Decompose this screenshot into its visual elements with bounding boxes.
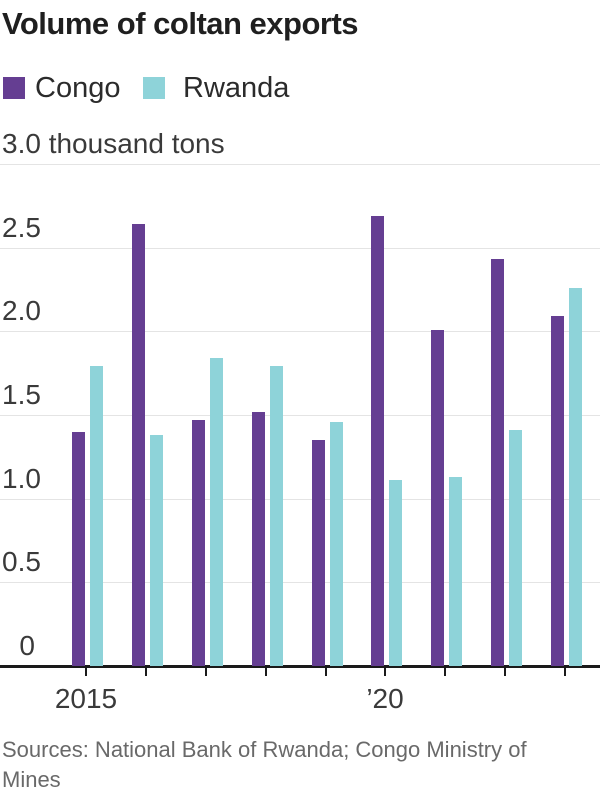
bar-congo-2023 bbox=[551, 316, 564, 666]
y-tick-label: 1.5 bbox=[2, 379, 41, 410]
x-axis-tick-2021 bbox=[444, 666, 446, 676]
x-tick-label-2015: 2015 bbox=[54, 683, 118, 714]
bar-rwanda-2018 bbox=[270, 366, 283, 666]
y-axis-unit-label: 3.0 thousand tons bbox=[2, 128, 225, 159]
bar-congo-2015 bbox=[72, 432, 85, 666]
y-tick-label: 0 bbox=[19, 630, 35, 661]
x-axis-tick-2016 bbox=[145, 666, 147, 676]
bar-rwanda-2021 bbox=[449, 477, 462, 666]
gridline bbox=[0, 331, 600, 332]
chart-title: Volume of coltan exports bbox=[2, 6, 359, 41]
y-tick-label: 1.0 bbox=[2, 463, 41, 494]
y-tick-label: 2.5 bbox=[2, 212, 41, 243]
y-tick-label: 0.5 bbox=[2, 546, 41, 577]
legend-label-congo: Congo bbox=[35, 72, 121, 104]
x-tick-label-2020: ’20 bbox=[366, 683, 404, 714]
bar-rwanda-2015 bbox=[90, 366, 103, 666]
x-axis-tick-2022 bbox=[504, 666, 506, 676]
bar-congo-2019 bbox=[312, 440, 325, 666]
legend-swatch-congo bbox=[3, 77, 25, 99]
x-axis-tick-2018 bbox=[265, 666, 267, 676]
bar-congo-2017 bbox=[192, 420, 205, 666]
x-axis-tick-2019 bbox=[325, 666, 327, 676]
bar-congo-2016 bbox=[132, 224, 145, 666]
bar-rwanda-2019 bbox=[330, 422, 343, 666]
bar-rwanda-2016 bbox=[150, 435, 163, 666]
bar-rwanda-2023 bbox=[569, 288, 582, 666]
gridline bbox=[0, 582, 600, 583]
bar-congo-2018 bbox=[252, 412, 265, 666]
x-axis-tick-2015 bbox=[85, 666, 87, 676]
bar-rwanda-2022 bbox=[509, 430, 522, 666]
legend-swatch-rwanda bbox=[143, 77, 165, 99]
y-tick-label: 2.0 bbox=[2, 295, 41, 326]
x-axis-tick-2020 bbox=[384, 666, 386, 676]
gridline bbox=[0, 415, 600, 416]
gridline bbox=[0, 499, 600, 500]
bar-rwanda-2017 bbox=[210, 358, 223, 666]
bar-congo-2021 bbox=[431, 330, 444, 666]
gridline-top bbox=[0, 164, 600, 165]
x-axis-tick-2017 bbox=[205, 666, 207, 676]
bar-congo-2022 bbox=[491, 259, 504, 666]
bar-rwanda-2020 bbox=[389, 480, 402, 666]
legend-label-rwanda: Rwanda bbox=[183, 72, 290, 104]
x-axis-line bbox=[0, 665, 600, 668]
gridline bbox=[0, 248, 600, 249]
x-axis-tick-2023 bbox=[564, 666, 566, 676]
sources-note: Sources: National Bank of Rwanda; Congo … bbox=[2, 737, 527, 792]
bar-congo-2020 bbox=[371, 216, 384, 666]
